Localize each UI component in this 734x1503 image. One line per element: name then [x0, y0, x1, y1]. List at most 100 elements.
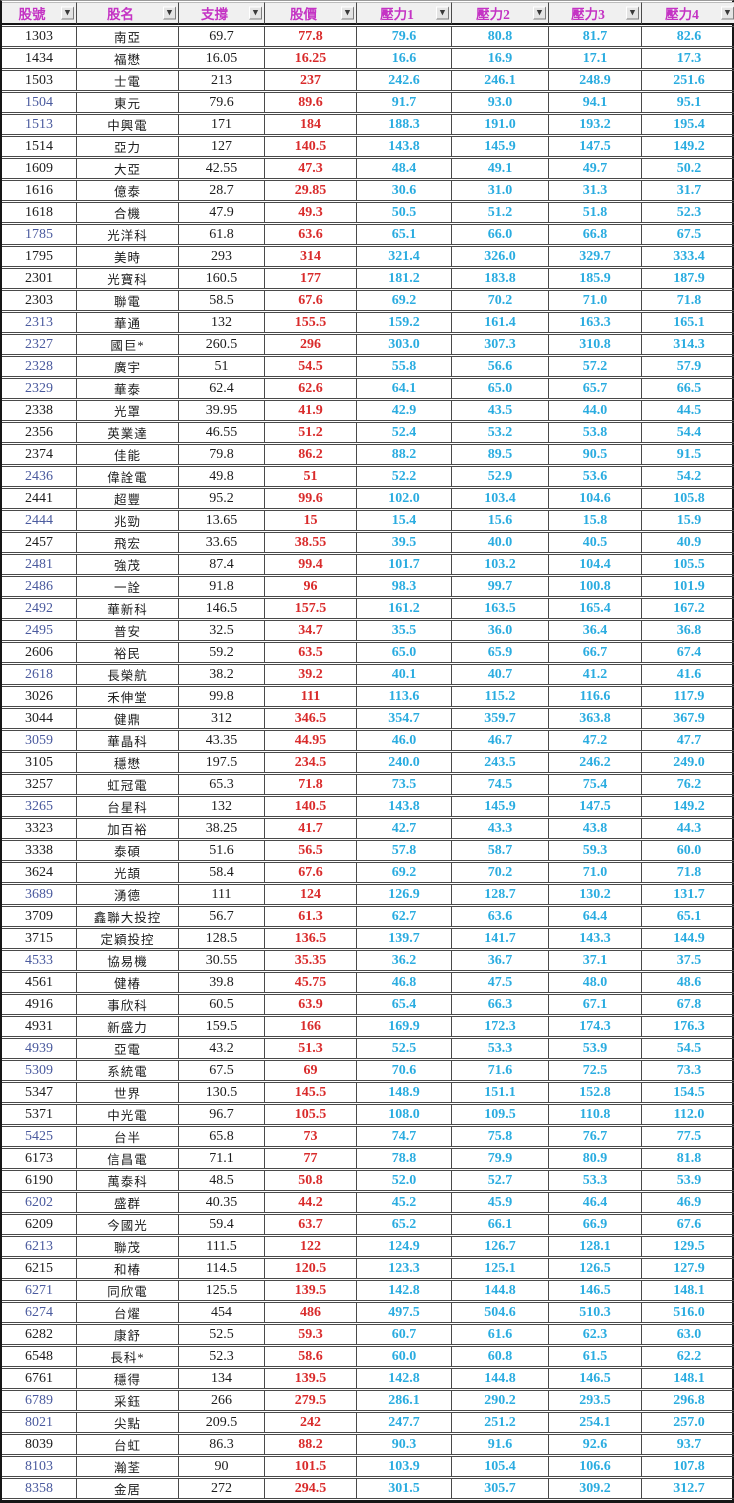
stock-name-cell[interactable]: 一詮 [77, 576, 179, 597]
support-cell[interactable]: 62.4 [179, 378, 265, 399]
pressure2-cell[interactable]: 46.7 [452, 730, 549, 751]
pressure3-cell[interactable]: 17.1 [549, 48, 642, 69]
pressure3-cell[interactable]: 293.5 [549, 1390, 642, 1411]
stock-name-cell[interactable]: 中興電 [77, 114, 179, 135]
stock-id-cell[interactable]: 4939 [2, 1038, 77, 1059]
pressure2-cell[interactable]: 103.4 [452, 488, 549, 509]
pressure3-cell[interactable]: 92.6 [549, 1434, 642, 1455]
stock-name-cell[interactable]: 定穎投控 [77, 928, 179, 949]
pressure3-cell[interactable]: 44.0 [549, 400, 642, 421]
pressure4-cell[interactable]: 37.5 [642, 950, 734, 971]
pressure2-cell[interactable]: 99.7 [452, 576, 549, 597]
stock-name-cell[interactable]: 福懋 [77, 48, 179, 69]
pressure2-cell[interactable]: 151.1 [452, 1082, 549, 1103]
stock-id-cell[interactable]: 1513 [2, 114, 77, 135]
price-cell[interactable]: 45.75 [265, 972, 357, 993]
pressure2-cell[interactable]: 47.5 [452, 972, 549, 993]
pressure2-cell[interactable]: 43.3 [452, 818, 549, 839]
pressure1-cell[interactable]: 60.0 [357, 1346, 452, 1367]
pressure2-cell[interactable]: 15.6 [452, 510, 549, 531]
pressure3-cell[interactable]: 81.7 [549, 26, 642, 47]
pressure4-cell[interactable]: 144.9 [642, 928, 734, 949]
pressure1-cell[interactable]: 40.1 [357, 664, 452, 685]
price-cell[interactable]: 69 [265, 1060, 357, 1081]
pressure3-cell[interactable]: 193.2 [549, 114, 642, 135]
support-cell[interactable]: 95.2 [179, 488, 265, 509]
pressure2-cell[interactable]: 183.8 [452, 268, 549, 289]
pressure3-cell[interactable]: 100.8 [549, 576, 642, 597]
stock-id-cell[interactable]: 2441 [2, 488, 77, 509]
price-cell[interactable]: 44.95 [265, 730, 357, 751]
pressure1-cell[interactable]: 98.3 [357, 576, 452, 597]
support-cell[interactable]: 260.5 [179, 334, 265, 355]
pressure4-cell[interactable]: 54.5 [642, 1038, 734, 1059]
stock-name-cell[interactable]: 世界 [77, 1082, 179, 1103]
pressure1-cell[interactable]: 52.5 [357, 1038, 452, 1059]
pressure4-cell[interactable]: 50.2 [642, 158, 734, 179]
price-cell[interactable]: 140.5 [265, 796, 357, 817]
stock-id-cell[interactable]: 6190 [2, 1170, 77, 1191]
pressure1-cell[interactable]: 36.2 [357, 950, 452, 971]
pressure3-cell[interactable]: 329.7 [549, 246, 642, 267]
stock-name-cell[interactable]: 普安 [77, 620, 179, 641]
header-support[interactable]: 支撐 ▼ [179, 2, 265, 25]
pressure1-cell[interactable]: 181.2 [357, 268, 452, 289]
pressure1-cell[interactable]: 70.6 [357, 1060, 452, 1081]
pressure4-cell[interactable]: 76.2 [642, 774, 734, 795]
price-cell[interactable]: 56.5 [265, 840, 357, 861]
filter-button-support[interactable]: ▼ [249, 6, 262, 20]
pressure3-cell[interactable]: 62.3 [549, 1324, 642, 1345]
stock-name-cell[interactable]: 台星科 [77, 796, 179, 817]
price-cell[interactable]: 41.9 [265, 400, 357, 421]
pressure3-cell[interactable]: 90.5 [549, 444, 642, 465]
stock-id-cell[interactable]: 3105 [2, 752, 77, 773]
pressure2-cell[interactable]: 71.6 [452, 1060, 549, 1081]
stock-id-cell[interactable]: 1504 [2, 92, 77, 113]
support-cell[interactable]: 111 [179, 884, 265, 905]
support-cell[interactable]: 159.5 [179, 1016, 265, 1037]
pressure3-cell[interactable]: 31.3 [549, 180, 642, 201]
pressure1-cell[interactable]: 52.2 [357, 466, 452, 487]
price-cell[interactable]: 120.5 [265, 1258, 357, 1279]
stock-name-cell[interactable]: 華新科 [77, 598, 179, 619]
pressure4-cell[interactable]: 77.5 [642, 1126, 734, 1147]
pressure3-cell[interactable]: 104.4 [549, 554, 642, 575]
price-cell[interactable]: 41.7 [265, 818, 357, 839]
pressure2-cell[interactable]: 16.9 [452, 48, 549, 69]
stock-name-cell[interactable]: 湧德 [77, 884, 179, 905]
pressure1-cell[interactable]: 90.3 [357, 1434, 452, 1455]
pressure2-cell[interactable]: 161.4 [452, 312, 549, 333]
stock-id-cell[interactable]: 3338 [2, 840, 77, 861]
pressure2-cell[interactable]: 61.6 [452, 1324, 549, 1345]
stock-name-cell[interactable]: 士電 [77, 70, 179, 91]
pressure4-cell[interactable]: 17.3 [642, 48, 734, 69]
stock-name-cell[interactable]: 光寶科 [77, 268, 179, 289]
price-cell[interactable]: 234.5 [265, 752, 357, 773]
pressure4-cell[interactable]: 44.3 [642, 818, 734, 839]
pressure3-cell[interactable]: 143.3 [549, 928, 642, 949]
pressure2-cell[interactable]: 125.1 [452, 1258, 549, 1279]
price-cell[interactable]: 54.5 [265, 356, 357, 377]
pressure1-cell[interactable]: 123.3 [357, 1258, 452, 1279]
stock-id-cell[interactable]: 3059 [2, 730, 77, 751]
stock-name-cell[interactable]: 國巨* [77, 334, 179, 355]
support-cell[interactable]: 146.5 [179, 598, 265, 619]
support-cell[interactable]: 42.55 [179, 158, 265, 179]
pressure4-cell[interactable]: 296.8 [642, 1390, 734, 1411]
pressure1-cell[interactable]: 148.9 [357, 1082, 452, 1103]
pressure3-cell[interactable]: 71.0 [549, 290, 642, 311]
pressure3-cell[interactable]: 363.8 [549, 708, 642, 729]
support-cell[interactable]: 90 [179, 1456, 265, 1477]
price-cell[interactable]: 47.3 [265, 158, 357, 179]
support-cell[interactable]: 130.5 [179, 1082, 265, 1103]
stock-id-cell[interactable]: 6274 [2, 1302, 77, 1323]
stock-id-cell[interactable]: 3689 [2, 884, 77, 905]
pressure3-cell[interactable]: 48.0 [549, 972, 642, 993]
stock-name-cell[interactable]: 華通 [77, 312, 179, 333]
stock-id-cell[interactable]: 3044 [2, 708, 77, 729]
stock-id-cell[interactable]: 4561 [2, 972, 77, 993]
price-cell[interactable]: 51 [265, 466, 357, 487]
pressure4-cell[interactable]: 60.0 [642, 840, 734, 861]
pressure4-cell[interactable]: 57.9 [642, 356, 734, 377]
pressure3-cell[interactable]: 130.2 [549, 884, 642, 905]
